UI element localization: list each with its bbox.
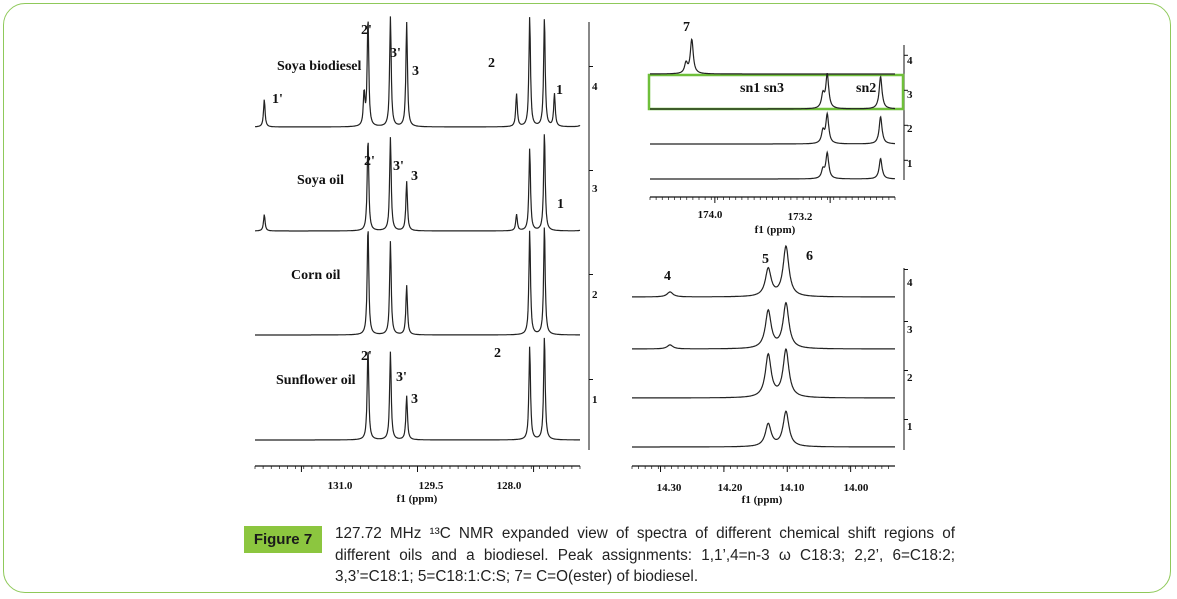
carbonyl-trace-label-4: 4 bbox=[907, 55, 913, 67]
aliphatic-spectrum-trace-1 bbox=[632, 410, 895, 448]
aliphatic-spectrum-trace-2 bbox=[632, 348, 895, 399]
series-label-soya-biodiesel: Soya biodiesel bbox=[277, 59, 362, 74]
aliphatic-trace-label-2: 2 bbox=[907, 372, 913, 384]
peak-label: 7 bbox=[683, 20, 690, 35]
olefinic-axis: 131.0 129.5 128.0 f1 (ppm) 4 3 2 1 bbox=[254, 22, 598, 505]
carbonyl-xlabel: f1 (ppm) bbox=[755, 224, 796, 236]
olefinic-xtick-3: 128.0 bbox=[497, 480, 522, 492]
carbonyl-traces bbox=[650, 37, 908, 180]
carbonyl-trace-label-2: 2 bbox=[907, 123, 913, 135]
figure-frame bbox=[3, 3, 1171, 593]
peak-label: 1 bbox=[557, 197, 564, 212]
peak-label: 3 bbox=[411, 392, 418, 407]
olefinic-xtick-1: 131.0 bbox=[328, 480, 353, 492]
peak-label: 1' bbox=[272, 92, 283, 107]
aliphatic-spectrum-trace-4 bbox=[632, 244, 895, 298]
peak-label: 1 bbox=[556, 83, 563, 98]
carbonyl-spectrum-trace-2 bbox=[650, 111, 895, 145]
figure-caption: 127.72 MHz ¹³C NMR expanded view of spec… bbox=[335, 525, 955, 585]
olefinic-trace-label-3: 3 bbox=[592, 183, 598, 195]
peak-label: 3' bbox=[396, 370, 407, 385]
peak-label-sn2: sn2 bbox=[856, 81, 876, 96]
aliphatic-xtick-1: 14.30 bbox=[657, 482, 682, 494]
olefinic-spectrum-trace-4 bbox=[255, 16, 581, 128]
series-label-corn-oil: Corn oil bbox=[291, 268, 341, 283]
series-label-soya-oil: Soya oil bbox=[297, 173, 344, 188]
olefinic-trace-label-1: 1 bbox=[592, 394, 598, 406]
peak-label: 2 bbox=[488, 56, 495, 71]
aliphatic-traces bbox=[632, 244, 908, 448]
carbonyl-axis: 174.0 173.2 f1 (ppm) 4 3 2 1 bbox=[649, 45, 913, 236]
olefinic-trace-label-2: 2 bbox=[592, 289, 598, 301]
aliphatic-xtick-2: 14.20 bbox=[718, 482, 743, 494]
peak-label-sn1-sn3: sn1 sn3 bbox=[740, 81, 784, 96]
peak-label: 3' bbox=[393, 159, 404, 174]
olefinic-xtick-2: 129.5 bbox=[419, 480, 444, 492]
peak-label: 2' bbox=[361, 23, 372, 38]
aliphatic-spectrum-trace-3 bbox=[632, 301, 895, 350]
peak-label: 3 bbox=[412, 64, 419, 79]
peak-label: 3 bbox=[411, 169, 418, 184]
carbonyl-spectrum-trace-1 bbox=[650, 150, 895, 180]
peak-label: 6 bbox=[806, 249, 813, 264]
olefinic-spectrum-trace-3 bbox=[255, 134, 581, 232]
peak-label: 4 bbox=[664, 269, 671, 284]
aliphatic-xtick-4: 14.00 bbox=[844, 482, 869, 494]
olefinic-spectrum-trace-2 bbox=[255, 227, 580, 336]
carbonyl-spectrum-trace-4 bbox=[650, 37, 895, 75]
olefinic-spectrum-trace-1 bbox=[255, 337, 580, 441]
peak-label: 2' bbox=[361, 349, 372, 364]
carbonyl-trace-label-3: 3 bbox=[907, 89, 913, 101]
figure-tag: Figure 7 bbox=[244, 526, 322, 553]
peak-label: 5 bbox=[762, 252, 769, 267]
carbonyl-xtick-2: 173.2 bbox=[788, 211, 813, 223]
peak-label: 3' bbox=[390, 46, 401, 61]
aliphatic-xtick-3: 14.10 bbox=[780, 482, 805, 494]
aliphatic-trace-label-4: 4 bbox=[907, 277, 913, 289]
olefinic-sample-labels: Soya biodiesel Soya oil Corn oil Sunflow… bbox=[276, 59, 362, 388]
series-label-sunflower-oil: Sunflower oil bbox=[276, 373, 356, 388]
peak-label: 2 bbox=[494, 346, 501, 361]
peak-label: 2' bbox=[364, 154, 375, 169]
carbonyl-spectrum-trace-3 bbox=[650, 72, 895, 110]
carbonyl-xtick-1: 174.0 bbox=[698, 209, 723, 221]
aliphatic-trace-label-1: 1 bbox=[907, 421, 913, 433]
aliphatic-xlabel: f1 (ppm) bbox=[742, 494, 783, 506]
olefinic-peak-annotations: 2' 3' 3 2 1 1' 2' 3' 3 1 2' 3' 3 2 bbox=[272, 23, 564, 407]
olefinic-trace-label-4: 4 bbox=[592, 81, 598, 93]
aliphatic-axis: 14.30 14.20 14.10 14.00 f1 (ppm) 4 3 2 1 bbox=[631, 268, 913, 506]
olefinic-traces bbox=[255, 16, 593, 441]
olefinic-xlabel: f1 (ppm) bbox=[397, 493, 438, 505]
aliphatic-trace-label-3: 3 bbox=[907, 324, 913, 336]
carbonyl-trace-label-1: 1 bbox=[907, 158, 913, 170]
